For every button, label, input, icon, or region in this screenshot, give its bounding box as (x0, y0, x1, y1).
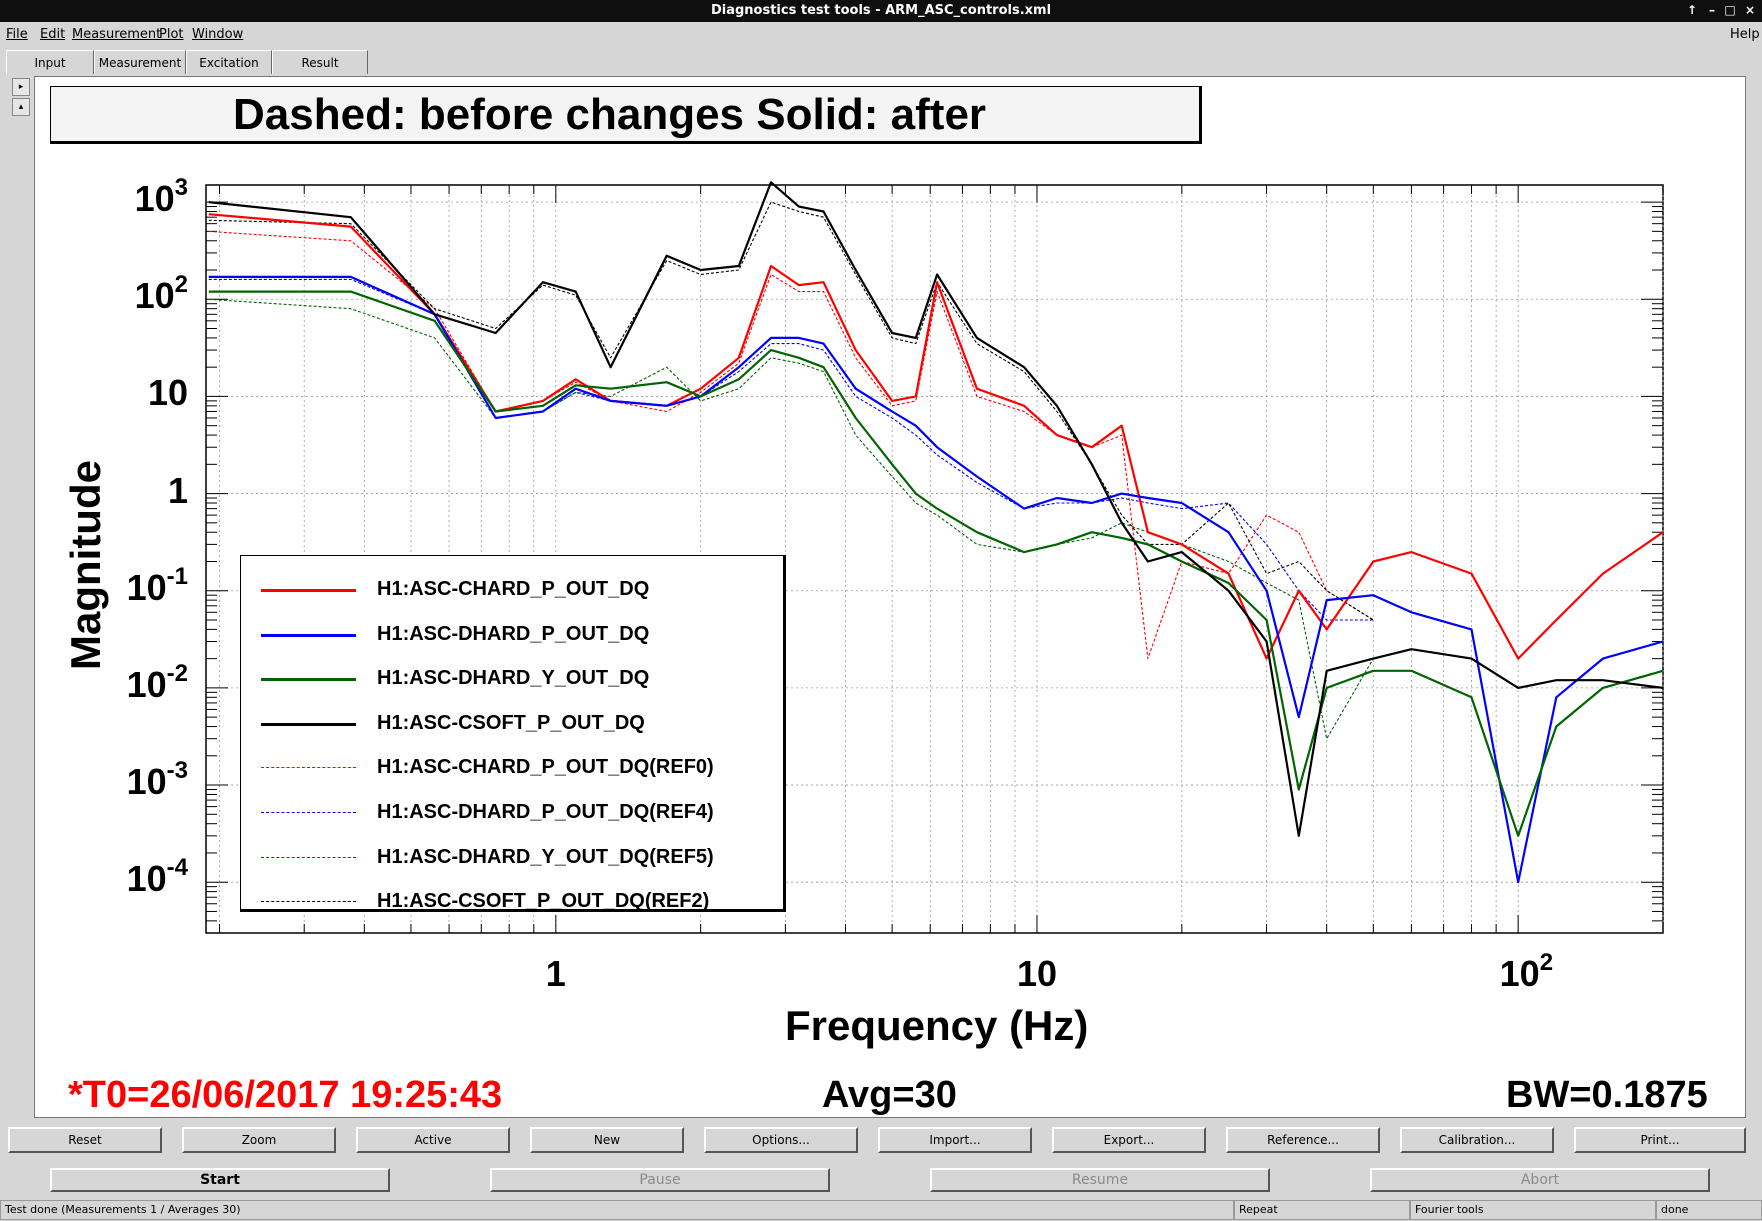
series-line-0 (208, 213, 1664, 660)
reference-button[interactable]: Reference... (1226, 1127, 1380, 1153)
legend-swatch (261, 589, 356, 592)
status-message: Test done (Measurements 1 / Averages 30) (0, 1200, 1234, 1220)
menu-edit-label: Edit (40, 27, 66, 42)
legend-label: H1:ASC-DHARD_P_OUT_DQ(REF4) (377, 801, 714, 823)
start-time-label: *T0=26/06/2017 19:25:43 (68, 1074, 503, 1116)
status-tools: Fourier tools (1410, 1200, 1656, 1220)
menu-file-label: File (6, 27, 28, 42)
legend-entry: H1:ASC-CSOFT_P_OUT_DQ (241, 702, 781, 746)
y-tick-label: 103 (134, 174, 188, 220)
maximize-icon[interactable]: □ (1724, 3, 1736, 17)
menu-plot-label: Plot (159, 27, 184, 42)
resume-button[interactable]: Resume (930, 1168, 1270, 1192)
legend-label: H1:ASC-DHARD_P_OUT_DQ (377, 622, 650, 645)
menu-help[interactable]: Help (1730, 27, 1760, 42)
y-tick-label: 10 (147, 372, 188, 414)
legend-entry: H1:ASC-DHARD_P_OUT_DQ (241, 613, 781, 657)
legend-label: H1:ASC-DHARD_Y_OUT_DQ (377, 667, 650, 690)
scroll-right-icon[interactable]: ▸ (12, 78, 30, 96)
y-tick-label: 1 (167, 469, 188, 511)
legend[interactable]: H1:ASC-CHARD_P_OUT_DQ H1:ASC-DHARD_P_OUT_… (240, 555, 786, 912)
legend-label: H1:ASC-CSOFT_P_OUT_DQ (377, 711, 645, 734)
y-tick-label: 10-2 (126, 659, 188, 705)
status-state: done (1656, 1200, 1762, 1220)
new-button[interactable]: New (530, 1127, 684, 1153)
menu-edit[interactable]: Edit (40, 27, 65, 42)
window-title: Diagnostics test tools - ARM_ASC_control… (710, 3, 1052, 18)
active-button[interactable]: Active (356, 1127, 510, 1153)
pause-button[interactable]: Pause (490, 1168, 830, 1192)
series-line-5 (208, 278, 1374, 621)
tab-input[interactable]: Input (6, 50, 94, 74)
legend-entry: H1:ASC-CSOFT_P_OUT_DQ(REF2) (241, 880, 781, 924)
scroll-up-icon[interactable]: ▴ (12, 98, 30, 116)
options-button[interactable]: Options... (704, 1127, 858, 1153)
legend-label: H1:ASC-CSOFT_P_OUT_DQ(REF2) (377, 890, 710, 913)
menu-file[interactable]: File (6, 27, 28, 42)
legend-label: H1:ASC-CHARD_P_OUT_DQ(REF0) (377, 756, 714, 779)
calibration-button[interactable]: Calibration... (1400, 1127, 1554, 1153)
menu-measurement[interactable]: Measurement (72, 27, 161, 42)
legend-label: H1:ASC-CHARD_P_OUT_DQ (377, 578, 650, 600)
reset-button[interactable]: Reset (8, 1127, 162, 1153)
tab-measurement[interactable]: Measurement (94, 50, 186, 74)
plot-toolbar: Reset Zoom Active New Options... Import.… (8, 1127, 1750, 1155)
legend-swatch (261, 901, 356, 903)
legend-entry: H1:ASC-CHARD_P_OUT_DQ(REF0) (241, 746, 781, 790)
x-tick-label: 102 (1499, 949, 1554, 994)
series-line-7 (208, 201, 1374, 621)
menu-plot[interactable]: Plot (159, 27, 184, 42)
menu-window-label: Window (192, 27, 244, 42)
print-button[interactable]: Print... (1574, 1127, 1746, 1153)
status-bar: Test done (Measurements 1 / Averages 30)… (0, 1200, 1762, 1221)
y-tick-label: 10-3 (126, 757, 188, 803)
legend-entry: H1:ASC-DHARD_Y_OUT_DQ (241, 657, 781, 701)
legend-swatch (261, 767, 356, 769)
series-line-2 (208, 290, 1664, 837)
export-button[interactable]: Export... (1052, 1127, 1206, 1153)
minimize-icon[interactable]: – (1709, 3, 1715, 17)
legend-swatch (261, 812, 356, 813)
bandwidth-label: BW=0.1875 (1506, 1074, 1708, 1116)
legend-swatch (261, 722, 356, 726)
legend-swatch (261, 633, 356, 637)
y-tick-label: 10-4 (126, 854, 188, 900)
legend-entry: H1:ASC-DHARD_P_OUT_DQ(REF4) (241, 791, 781, 835)
menu-window[interactable]: Window (192, 27, 243, 42)
x-tick-label: 10 (1016, 953, 1058, 994)
legend-entry: H1:ASC-CHARD_P_OUT_DQ (241, 568, 781, 612)
plot-title: Dashed: before changes Solid: after (50, 86, 1202, 144)
zoom-button[interactable]: Zoom (182, 1127, 336, 1153)
menu-help-label: Help (1730, 27, 1760, 42)
menu-measurement-label: Measurement (72, 27, 162, 42)
status-mode: Repeat (1234, 1200, 1410, 1220)
x-tick-label: 1 (545, 953, 566, 994)
y-tick-label: 10-1 (126, 562, 188, 608)
close-icon[interactable]: × (1744, 3, 1756, 17)
series-line-1 (208, 275, 1664, 884)
y-tick-label: 102 (134, 271, 188, 317)
title-bar: Diagnostics test tools - ARM_ASC_control… (0, 0, 1762, 22)
tab-result[interactable]: Result (272, 50, 368, 74)
legend-swatch (261, 678, 356, 682)
menu-bar: File Edit Measurement Plot Window Help (0, 22, 1762, 46)
averages-label: Avg=30 (822, 1074, 957, 1116)
abort-button[interactable]: Abort (1370, 1168, 1710, 1192)
start-button[interactable]: Start (50, 1168, 390, 1192)
series-line-3 (208, 181, 1664, 837)
x-axis-title: Frequency (Hz) (785, 1002, 1089, 1049)
legend-entry: H1:ASC-DHARD_Y_OUT_DQ(REF5) (241, 836, 781, 880)
measurement-controls: Start Pause Resume Abort (0, 1168, 1762, 1196)
tab-excitation[interactable]: Excitation (186, 50, 272, 74)
legend-label: H1:ASC-DHARD_Y_OUT_DQ(REF5) (377, 845, 714, 868)
legend-swatch (261, 856, 356, 858)
import-button[interactable]: Import... (878, 1127, 1032, 1153)
window-up-icon[interactable]: ↑ (1686, 3, 1698, 17)
